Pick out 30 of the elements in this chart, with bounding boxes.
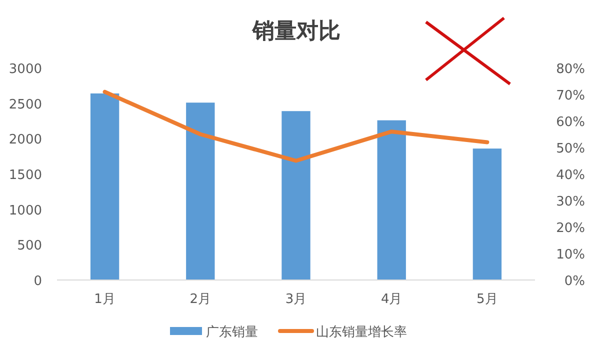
y2-tick-label: 30% — [556, 194, 585, 210]
y2-tick-label: 0% — [564, 274, 585, 289]
legend-label: 广东销量 — [206, 325, 258, 340]
line-series — [102, 90, 490, 163]
y2-tick-label: 10% — [556, 248, 585, 262]
legend-label: 山东销量增长率 — [316, 324, 407, 340]
y-tick-label: 2500 — [8, 97, 42, 112]
bar — [472, 148, 502, 280]
y-tick-label: 500 — [17, 238, 42, 254]
bar — [377, 120, 406, 280]
chart-title: 销量对比 — [252, 19, 340, 44]
y-tick-label: 0 — [34, 274, 42, 289]
x-tick-label: 5月 — [476, 292, 498, 307]
bar — [282, 111, 310, 280]
y-tick-label: 3000 — [8, 62, 42, 77]
bar — [186, 102, 215, 280]
y2-tick-label: 70% — [556, 88, 585, 104]
x-tick-label: 1月 — [94, 292, 116, 307]
y-tick-label: 2000 — [8, 132, 42, 148]
y-tick-label: 1000 — [8, 203, 42, 218]
bar — [90, 93, 120, 280]
y2-tick-label: 80% — [556, 62, 585, 77]
y2-tick-label: 20% — [556, 221, 585, 236]
y2-tick-label: 50% — [556, 142, 585, 156]
y-tick-label: 1500 — [8, 168, 42, 183]
x-tick-label: 4月 — [380, 292, 402, 307]
x-tick-label: 3月 — [285, 292, 307, 307]
y2-tick-label: 60% — [556, 115, 585, 130]
y2-tick-label: 40% — [556, 168, 585, 183]
x-tick-label: 2月 — [190, 292, 212, 307]
